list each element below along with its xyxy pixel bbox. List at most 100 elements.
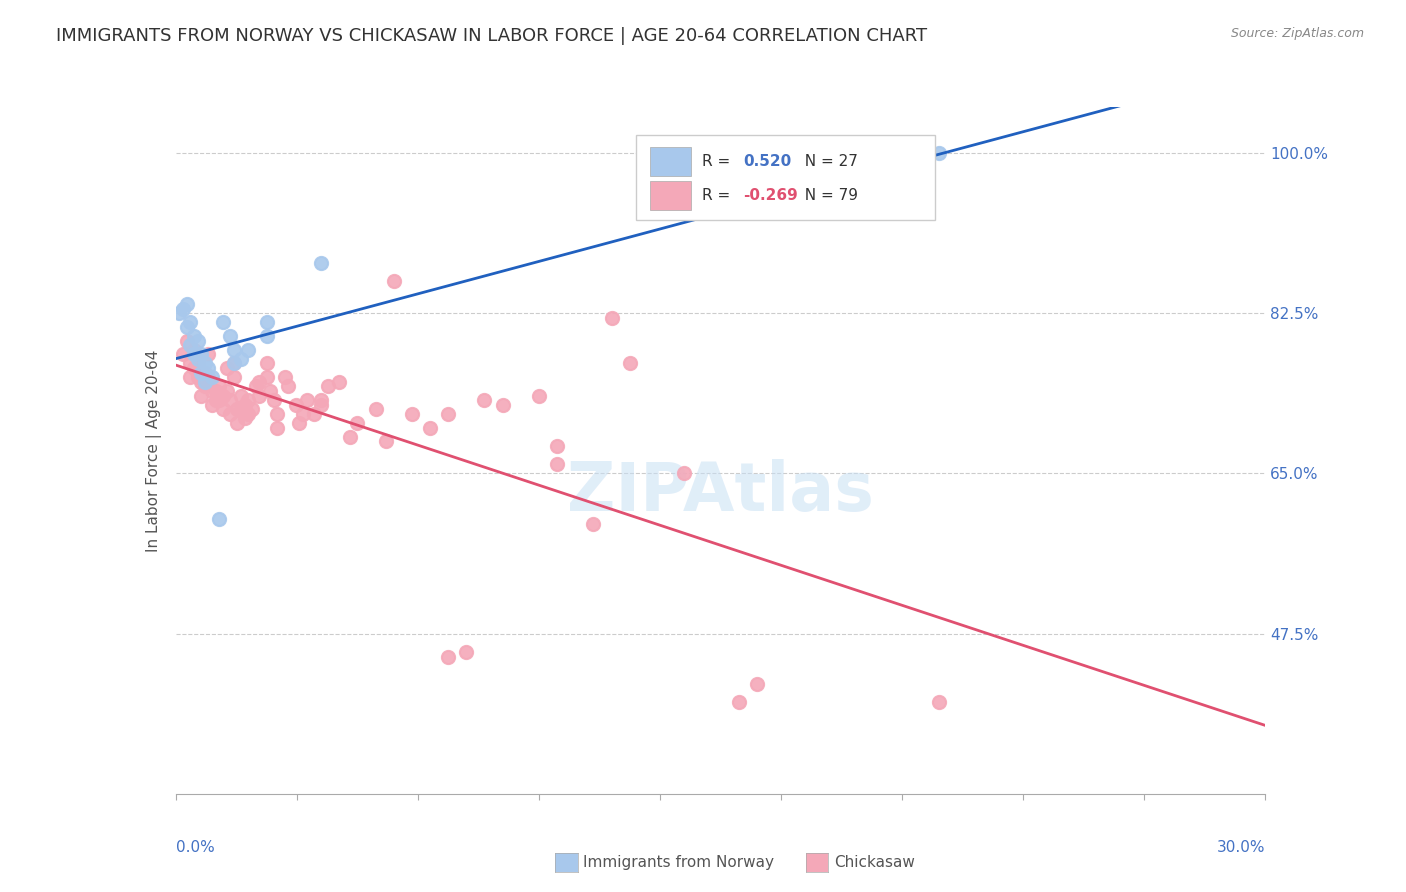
Point xyxy=(204,393,226,408)
Point xyxy=(527,388,550,402)
FancyBboxPatch shape xyxy=(636,135,935,220)
Point xyxy=(222,343,245,357)
Point xyxy=(437,407,460,421)
Text: R =: R = xyxy=(702,188,735,203)
Text: R =: R = xyxy=(702,153,735,169)
FancyBboxPatch shape xyxy=(650,147,692,176)
Point xyxy=(197,361,219,376)
Text: Source: ZipAtlas.com: Source: ZipAtlas.com xyxy=(1230,27,1364,40)
Point xyxy=(247,375,270,389)
Point xyxy=(256,370,278,384)
Point xyxy=(302,407,325,421)
Point xyxy=(204,384,226,398)
Point xyxy=(284,398,307,412)
Point xyxy=(492,398,515,412)
Point xyxy=(208,379,231,393)
Point xyxy=(375,434,398,449)
FancyBboxPatch shape xyxy=(650,181,692,211)
Text: ZIPAtlas: ZIPAtlas xyxy=(567,458,875,524)
Point xyxy=(201,398,224,412)
Point xyxy=(176,334,198,348)
Point xyxy=(274,370,297,384)
Point xyxy=(190,347,212,361)
Point xyxy=(382,274,405,288)
Point xyxy=(190,388,212,402)
Point xyxy=(419,420,441,434)
Point xyxy=(266,420,288,434)
Point xyxy=(928,695,950,709)
Text: 0.520: 0.520 xyxy=(744,153,792,169)
Point xyxy=(745,677,768,691)
Point xyxy=(215,384,238,398)
Point xyxy=(546,457,568,471)
Point xyxy=(256,329,278,343)
Text: 0.0%: 0.0% xyxy=(176,839,215,855)
Point xyxy=(190,366,212,380)
Point xyxy=(346,416,368,430)
Text: Immigrants from Norway: Immigrants from Norway xyxy=(583,855,775,870)
Point xyxy=(364,402,387,417)
Point xyxy=(194,379,217,393)
Point xyxy=(186,370,209,384)
Point xyxy=(212,388,235,402)
Point xyxy=(222,356,245,370)
Point xyxy=(619,356,641,370)
Point xyxy=(201,384,224,398)
Point xyxy=(226,402,249,417)
Point xyxy=(186,356,209,370)
Point xyxy=(263,393,285,408)
Point xyxy=(437,649,460,664)
Point xyxy=(582,516,605,531)
Point xyxy=(197,370,219,384)
Point xyxy=(172,301,194,316)
Point xyxy=(309,256,332,270)
Point xyxy=(231,388,253,402)
Point xyxy=(194,366,217,380)
Point xyxy=(215,361,238,376)
Point xyxy=(219,329,242,343)
Point xyxy=(238,393,260,408)
Point xyxy=(222,370,245,384)
Y-axis label: In Labor Force | Age 20-64: In Labor Force | Age 20-64 xyxy=(146,350,162,551)
Point xyxy=(172,347,194,361)
Point xyxy=(219,393,242,408)
Text: N = 27: N = 27 xyxy=(794,153,858,169)
Point xyxy=(600,310,623,325)
Point xyxy=(212,402,235,417)
Point xyxy=(277,379,299,393)
Point xyxy=(928,145,950,160)
Point xyxy=(190,375,212,389)
Point xyxy=(318,379,340,393)
Point xyxy=(474,393,496,408)
Point xyxy=(266,407,288,421)
Point xyxy=(169,306,191,320)
Point xyxy=(231,402,253,417)
Text: -0.269: -0.269 xyxy=(744,188,799,203)
Point xyxy=(546,439,568,453)
Point xyxy=(183,343,205,357)
Point xyxy=(456,645,478,659)
Point xyxy=(219,407,242,421)
Point xyxy=(295,393,318,408)
Point xyxy=(256,356,278,370)
Point xyxy=(288,416,311,430)
Text: 30.0%: 30.0% xyxy=(1218,839,1265,855)
Point xyxy=(233,398,256,412)
Point xyxy=(727,695,749,709)
Text: Chickasaw: Chickasaw xyxy=(834,855,915,870)
Point xyxy=(673,467,696,481)
Point xyxy=(183,347,205,361)
Point xyxy=(208,512,231,526)
Point xyxy=(309,393,332,408)
Point xyxy=(176,319,198,334)
Point xyxy=(291,407,314,421)
Point xyxy=(212,315,235,329)
Point xyxy=(256,315,278,329)
Point xyxy=(238,343,260,357)
Point xyxy=(186,334,209,348)
Point xyxy=(226,416,249,430)
Point xyxy=(179,370,201,384)
Point xyxy=(183,361,205,376)
Point xyxy=(339,430,361,444)
Text: N = 79: N = 79 xyxy=(794,188,858,203)
